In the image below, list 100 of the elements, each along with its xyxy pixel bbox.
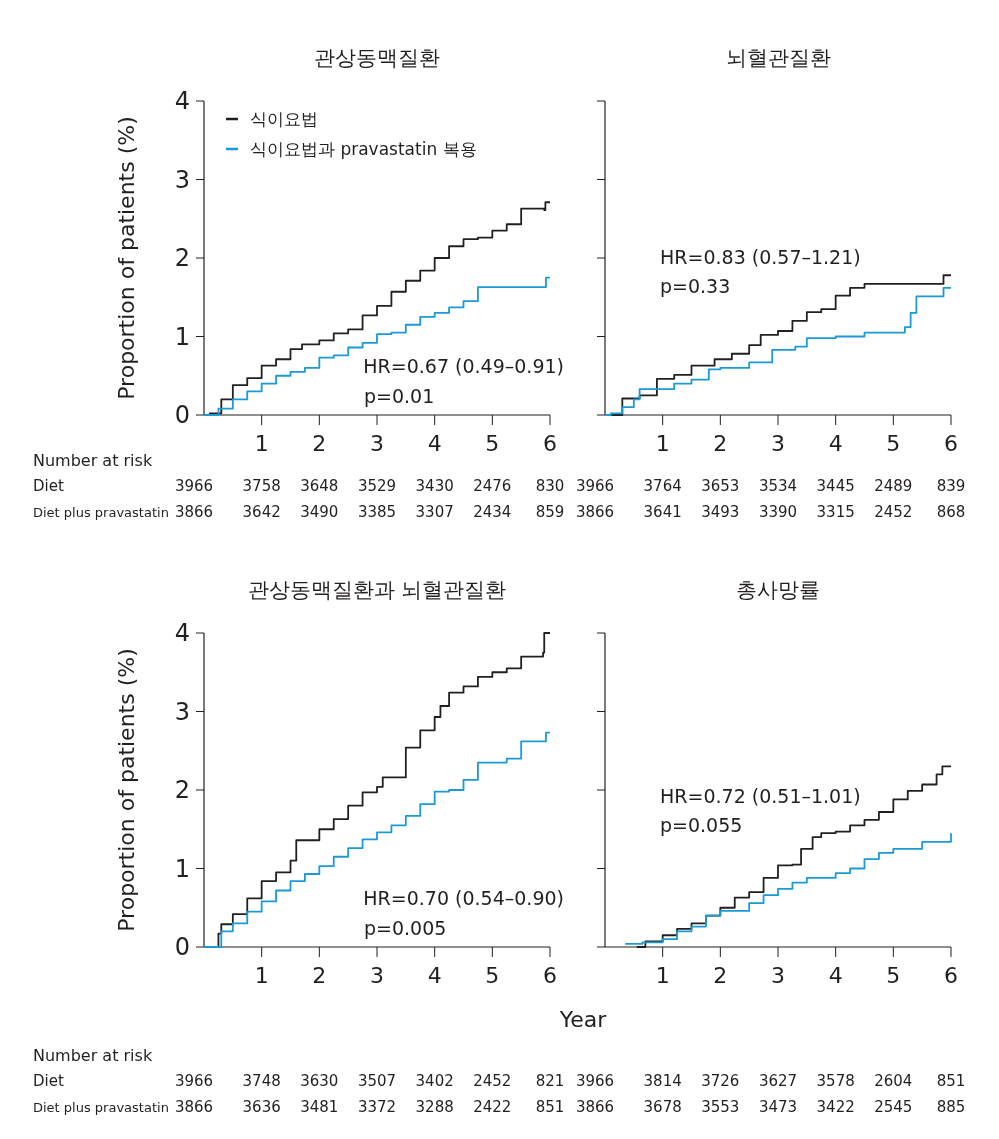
text: 3315 [816,503,855,522]
text: 3678 [643,1098,682,1117]
text: Number at risk [33,450,153,470]
text: 3490 [300,503,339,522]
text: 851 [535,1098,565,1117]
x-tick-label: 5 [485,431,500,456]
x-tick-label: 5 [485,963,500,988]
text: Diet [33,1072,64,1091]
text: 3430 [415,477,454,496]
text: 2604 [874,1072,913,1091]
annotation: HR=0.83 (0.57–1.21) [660,246,861,268]
text: 3445 [816,477,855,496]
y-tick-label: 0 [174,401,190,430]
text: 3966 [174,1072,214,1091]
x-tick-label: 3 [771,963,785,988]
text: 3534 [758,477,798,496]
text: 868 [936,503,966,522]
text: 830 [535,477,565,496]
x-tick-label: 1 [655,431,670,456]
text: 3481 [300,1098,339,1117]
x-tick-label: 6 [543,431,557,456]
text: 3553 [701,1098,740,1117]
x-axis-title: Year [558,1007,608,1032]
chart-title: 뇌혈관질환 [725,46,831,70]
text: 2452 [473,1072,512,1091]
y-tick-label: 1 [174,854,190,883]
text: 3966 [575,1072,615,1091]
chart-title: 관상동맥질환 [314,46,440,70]
y-tick-label: 2 [174,244,190,273]
y-tick-label: 1 [174,322,190,351]
text: 3473 [758,1098,798,1117]
x-tick-label: 3 [771,431,785,456]
text: 3764 [643,477,682,496]
text: 3966 [174,477,214,496]
text: 3866 [174,503,214,522]
x-tick-label: 6 [944,963,958,988]
chart-title: 총사망률 [736,578,820,602]
text: 2489 [874,477,913,496]
x-tick-label: 5 [886,963,901,988]
x-tick-label: 4 [427,431,442,456]
y-tick-label: 2 [174,776,190,805]
y-tick-label: 3 [174,697,190,726]
annotation: p=0.01 [364,385,435,407]
text: 3390 [758,503,798,522]
text: 3653 [701,477,740,496]
x-tick-label: 6 [944,431,958,456]
x-tick-label: 4 [427,963,442,988]
x-tick-label: 2 [713,963,728,988]
y-axis-title: Proportion of patients (%) [114,648,139,932]
text: Diet plus pravastatin [33,504,169,520]
legend-label: 식이요법과 pravastatin 복용 [250,138,477,159]
text: 859 [535,503,565,522]
legend-label: 식이요법 [250,108,318,129]
x-tick-label: 2 [713,431,728,456]
y-tick-label: 3 [174,165,190,194]
text: 3648 [300,477,339,496]
x-tick-label: 4 [828,431,843,456]
text: 3288 [415,1098,454,1117]
text: 885 [936,1098,966,1117]
y-axis-title: Proportion of patients (%) [114,116,139,400]
annotation: HR=0.67 (0.49–0.91) [363,355,564,377]
text: 3578 [816,1072,855,1091]
text: 3372 [357,1098,397,1117]
text: 3866 [575,1098,615,1117]
text: 839 [936,477,966,496]
annotation: p=0.33 [660,275,731,297]
x-tick-label: 2 [312,963,327,988]
text: 3507 [357,1072,397,1091]
text: 851 [936,1072,966,1091]
x-tick-label: 4 [828,963,843,988]
text: 3642 [242,503,281,522]
x-tick-label: 1 [655,963,670,988]
annotation: p=0.005 [364,917,447,939]
text: 821 [535,1072,565,1091]
y-tick-label: 0 [174,933,190,962]
text: Diet [33,477,64,496]
annotation: p=0.055 [660,814,743,836]
text: 3966 [575,477,615,496]
text: 2545 [874,1098,913,1117]
text: 3866 [174,1098,214,1117]
text: 3641 [643,503,682,522]
text: 3307 [415,503,454,522]
chart-title: 관상동맥질환과 뇌혈관질환 [247,578,507,602]
x-tick-label: 2 [312,431,327,456]
text: Number at risk [33,1045,153,1065]
text: 3385 [357,503,397,522]
annotation: HR=0.72 (0.51–1.01) [660,785,861,807]
text: 2422 [473,1098,512,1117]
text: 3758 [242,477,281,496]
x-tick-label: 5 [886,431,901,456]
annotation: HR=0.70 (0.54–0.90) [363,887,564,909]
x-tick-label: 1 [254,431,269,456]
text: Diet plus pravastatin [33,1099,169,1115]
x-tick-label: 1 [254,963,269,988]
y-tick-label: 4 [174,87,190,116]
text: 3402 [415,1072,454,1091]
text: 2476 [473,477,512,496]
x-tick-label: 3 [370,431,384,456]
x-tick-label: 6 [543,963,557,988]
text: 3630 [300,1072,339,1091]
